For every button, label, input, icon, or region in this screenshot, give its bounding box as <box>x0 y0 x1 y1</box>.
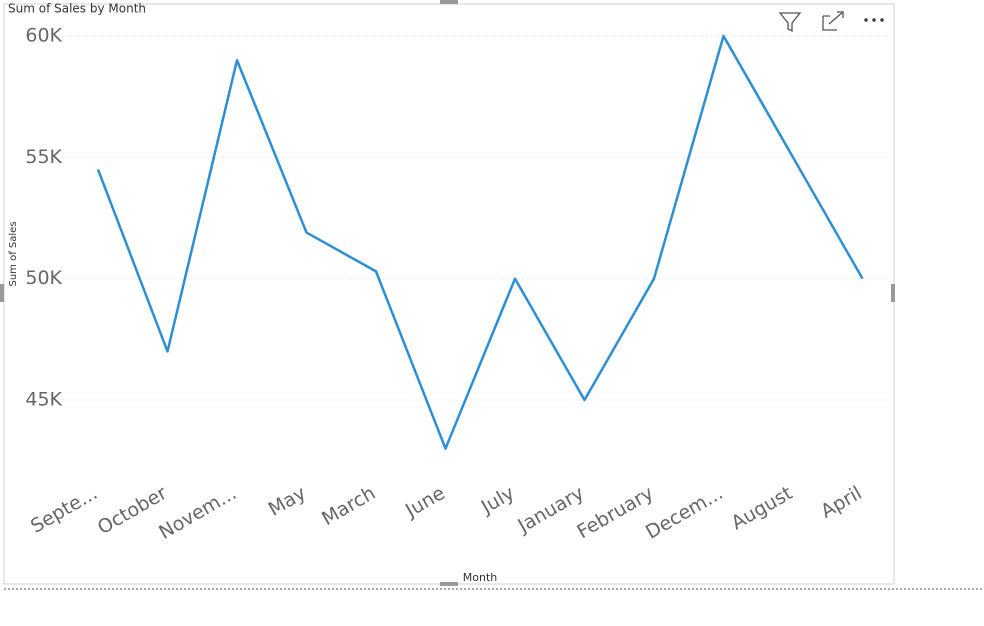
data-line <box>96 34 864 450</box>
dot <box>880 18 884 22</box>
y-tick-label: 45K <box>25 389 62 411</box>
resize-handle[interactable] <box>891 284 895 302</box>
y-tick-label: 60K <box>25 24 62 46</box>
y-tick-label: 50K <box>25 267 62 289</box>
chart-title: Sum of Sales by Month <box>8 2 146 16</box>
resize-handle[interactable] <box>440 582 458 586</box>
dot <box>864 18 868 22</box>
more-options-icon[interactable] <box>864 18 884 22</box>
visual-frame <box>3 3 895 585</box>
focus-mode-icon[interactable] <box>822 11 844 31</box>
focus-glyph <box>822 11 844 31</box>
filter-glyph <box>778 12 802 33</box>
dot <box>872 18 876 22</box>
resize-handle[interactable] <box>440 0 458 4</box>
y-axis-label: Sum of Sales <box>8 221 19 286</box>
x-axis-label: Month <box>463 571 498 584</box>
resize-handle[interactable] <box>0 284 4 302</box>
y-tick-label: 55K <box>25 146 62 168</box>
filter-icon[interactable] <box>778 12 802 33</box>
